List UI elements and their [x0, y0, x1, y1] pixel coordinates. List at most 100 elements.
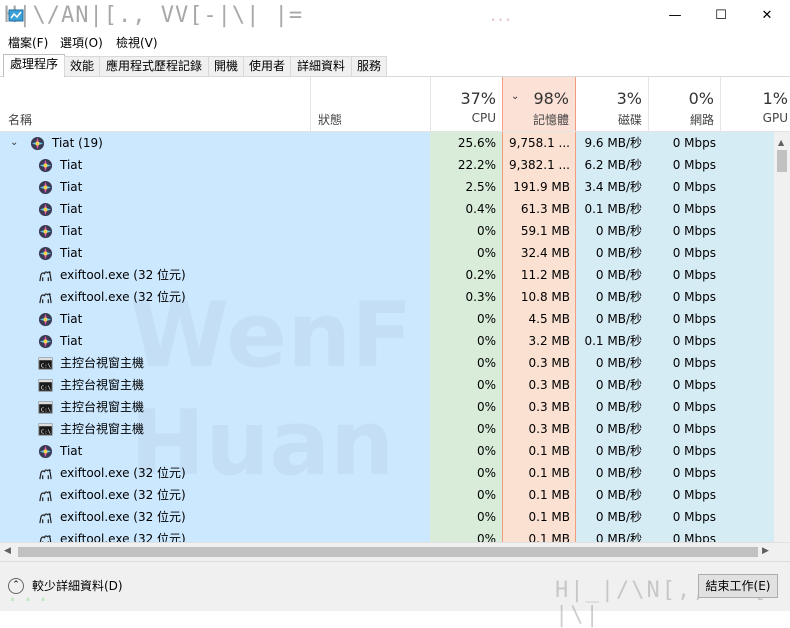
- menu-file[interactable]: 檔案(F): [8, 36, 49, 50]
- scroll-h-thumb[interactable]: [18, 547, 758, 557]
- memory-value: 0.3 MB: [528, 378, 570, 392]
- cpu-value: 0.4%: [465, 202, 497, 216]
- process-name: Tiat: [60, 158, 83, 172]
- cpu-column-bg: [430, 132, 502, 542]
- fewer-details-toggle[interactable]: ⌃ 較少詳細資料(D): [8, 577, 123, 594]
- network-value: 0 Mbps: [672, 510, 716, 524]
- process-row[interactable]: exiftool.exe (32 位元) 0% 0.1 MB 0 MB/秒 0 Mbps: [0, 528, 776, 542]
- tab-app-history[interactable]: 應用程式歷程記錄: [99, 56, 209, 76]
- process-row[interactable]: Tiat 0% 32.4 MB 0 MB/秒 0 Mbps: [0, 242, 776, 264]
- process-group-row[interactable]: ⌄ Tiat (19) 25.6% 9,758.1 ... 9.6 MB/秒 0 Mbps: [0, 132, 776, 154]
- disk-value: 3.4 MB/秒: [584, 180, 642, 194]
- camel-icon: [38, 532, 53, 542]
- header-cpu[interactable]: 37% CPU: [430, 77, 503, 131]
- tab-services[interactable]: 服務: [351, 56, 387, 76]
- menu-bar: 檔案(F) 選項(O) 檢視(V): [0, 32, 790, 52]
- maximize-button[interactable]: ☐: [715, 7, 727, 23]
- camel-icon: [38, 466, 53, 481]
- tab-startup[interactable]: 開機: [208, 56, 244, 76]
- process-row[interactable]: Tiat 0% 3.2 MB 0.1 MB/秒 0 Mbps: [0, 330, 776, 352]
- process-row[interactable]: Tiat 2.5% 191.9 MB 3.4 MB/秒 0 Mbps: [0, 176, 776, 198]
- process-row[interactable]: exiftool.exe (32 位元) 0% 0.1 MB 0 MB/秒 0 Mbps: [0, 484, 776, 506]
- disk-value: 9.6 MB/秒: [584, 136, 642, 150]
- horizontal-scrollbar[interactable]: ◀ ▶: [0, 542, 790, 561]
- process-name: Tiat: [60, 444, 83, 458]
- header-disk[interactable]: 3% 磁碟: [576, 77, 649, 131]
- memory-value: 0.1 MB: [528, 488, 570, 502]
- header-gpu[interactable]: 1% GPU: [762, 89, 788, 125]
- disk-value: 0 MB/秒: [595, 312, 642, 326]
- tab-users[interactable]: 使用者: [243, 56, 291, 76]
- disk-value: 0 MB/秒: [595, 422, 642, 436]
- tab-performance[interactable]: 效能: [64, 56, 100, 76]
- process-row[interactable]: Tiat 0% 4.5 MB 0 MB/秒 0 Mbps: [0, 308, 776, 330]
- cpu-value: 0%: [476, 400, 496, 414]
- process-row[interactable]: C:\ 主控台視窗主機 0% 0.3 MB 0 MB/秒 0 Mbps: [0, 396, 776, 418]
- menu-view[interactable]: 檢視(V): [116, 36, 158, 50]
- scroll-left-icon[interactable]: ◀: [4, 546, 11, 556]
- camel-icon: [38, 290, 53, 305]
- process-name: Tiat: [60, 180, 83, 194]
- disk-value: 0 MB/秒: [595, 532, 642, 542]
- scroll-right-icon[interactable]: ▶: [762, 546, 769, 556]
- svg-text:C:\: C:\: [41, 385, 51, 391]
- disk-value: 0 MB/秒: [595, 246, 642, 260]
- process-row[interactable]: Tiat 0% 0.1 MB 0 MB/秒 0 Mbps: [0, 440, 776, 462]
- console-icon: C:\: [38, 356, 53, 371]
- menu-options[interactable]: 選項(O): [60, 36, 103, 50]
- process-row[interactable]: Tiat 0.4% 61.3 MB 0.1 MB/秒 0 Mbps: [0, 198, 776, 220]
- scroll-up-icon[interactable]: ▲: [778, 138, 785, 147]
- process-name: Tiat: [60, 334, 83, 348]
- tab-processes[interactable]: 處理程序: [3, 54, 65, 77]
- header-status[interactable]: 狀態: [310, 77, 431, 131]
- network-value: 0 Mbps: [672, 136, 716, 150]
- memory-value: 9,382.1 ...: [508, 158, 570, 172]
- end-task-button[interactable]: 結束工作(E): [698, 574, 778, 598]
- memory-value: 0.1 MB: [528, 466, 570, 480]
- disk-value: 0 MB/秒: [595, 510, 642, 524]
- memory-value: 0.1 MB: [528, 532, 570, 542]
- memory-value: 59.1 MB: [520, 224, 570, 238]
- memory-value: 61.3 MB: [520, 202, 570, 216]
- process-name: Tiat: [60, 312, 83, 326]
- process-name: exiftool.exe (32 位元): [60, 268, 186, 282]
- tiat-icon: [38, 224, 53, 239]
- network-value: 0 Mbps: [672, 356, 716, 370]
- name-column-bg: [0, 132, 430, 542]
- process-row[interactable]: exiftool.exe (32 位元) 0% 0.1 MB 0 MB/秒 0 Mbps: [0, 506, 776, 528]
- close-button[interactable]: ✕: [761, 7, 773, 23]
- network-value: 0 Mbps: [672, 378, 716, 392]
- header-network[interactable]: 0% 網路: [648, 77, 721, 131]
- disk-value: 0 MB/秒: [595, 400, 642, 414]
- chevron-down-icon[interactable]: ⌄: [10, 137, 19, 148]
- process-name: 主控台視窗主機: [60, 356, 145, 370]
- process-name: Tiat (19): [52, 136, 103, 150]
- process-row[interactable]: C:\ 主控台視窗主機 0% 0.3 MB 0 MB/秒 0 Mbps: [0, 418, 776, 440]
- svg-text:C:\: C:\: [41, 363, 51, 369]
- process-row[interactable]: exiftool.exe (32 位元) 0.2% 11.2 MB 0 MB/秒 0 M…: [0, 264, 776, 286]
- process-name: 主控台視窗主機: [60, 378, 145, 392]
- memory-value: 10.8 MB: [520, 290, 570, 304]
- network-value: 0 Mbps: [672, 268, 716, 282]
- process-row[interactable]: C:\ 主控台視窗主機 0% 0.3 MB 0 MB/秒 0 Mbps: [0, 352, 776, 374]
- process-row[interactable]: exiftool.exe (32 位元) 0% 0.1 MB 0 MB/秒 0 Mbps: [0, 462, 776, 484]
- network-value: 0 Mbps: [672, 488, 716, 502]
- scroll-thumb[interactable]: [777, 150, 787, 172]
- cpu-value: 0%: [476, 444, 496, 458]
- vertical-scrollbar[interactable]: ▲: [774, 132, 790, 542]
- header-name[interactable]: 名稱: [0, 77, 311, 131]
- network-value: 0 Mbps: [672, 400, 716, 414]
- disk-value: 0.1 MB/秒: [584, 334, 642, 348]
- process-name: 主控台視窗主機: [60, 400, 145, 414]
- tab-details[interactable]: 詳細資料: [290, 56, 352, 76]
- cpu-value: 0%: [476, 532, 496, 542]
- header-memory[interactable]: ⌄ 98% 記憶體: [502, 77, 576, 131]
- process-row[interactable]: exiftool.exe (32 位元) 0.3% 10.8 MB 0 MB/秒 0 M…: [0, 286, 776, 308]
- process-row[interactable]: Tiat 0% 59.1 MB 0 MB/秒 0 Mbps: [0, 220, 776, 242]
- network-value: 0 Mbps: [672, 290, 716, 304]
- minimize-button[interactable]: —: [668, 7, 682, 23]
- camel-icon: [38, 510, 53, 525]
- process-row[interactable]: C:\ 主控台視窗主機 0% 0.3 MB 0 MB/秒 0 Mbps: [0, 374, 776, 396]
- memory-value: 0.3 MB: [528, 422, 570, 436]
- process-row[interactable]: Tiat 22.2% 9,382.1 ... 6.2 MB/秒 0 Mbps: [0, 154, 776, 176]
